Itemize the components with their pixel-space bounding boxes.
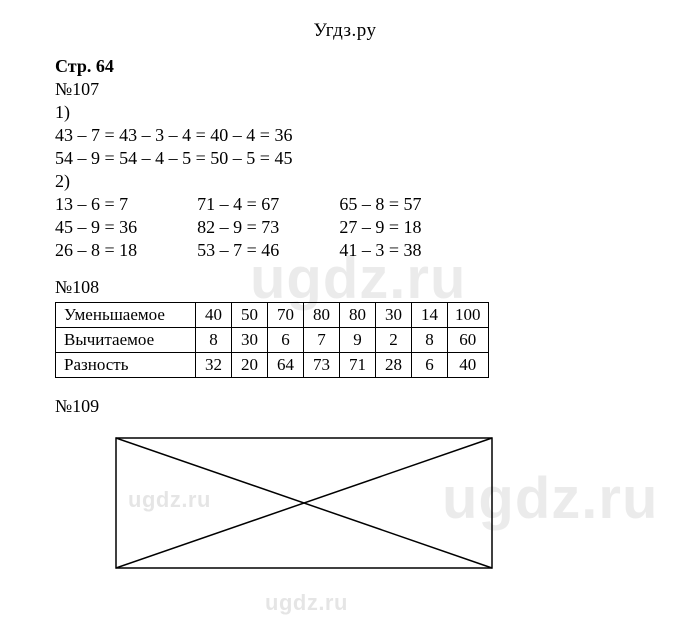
row-label: Разность	[56, 353, 196, 378]
table-cell: 9	[340, 328, 376, 353]
table-cell: 80	[304, 303, 340, 328]
row-label: Уменьшаемое	[56, 303, 196, 328]
table-cell: 40	[196, 303, 232, 328]
row-label: Вычитаемое	[56, 328, 196, 353]
table-cell: 50	[232, 303, 268, 328]
equation-line: 41 – 3 = 38	[339, 240, 421, 261]
table-row: Уменьшаемое 40 50 70 80 80 30 14 100	[56, 303, 489, 328]
table-cell: 2	[376, 328, 412, 353]
table-cell: 8	[412, 328, 448, 353]
equation-line: 71 – 4 = 67	[197, 194, 279, 215]
watermark: ugdz.ru	[265, 590, 348, 616]
problem-107-number: №107	[55, 79, 635, 100]
equation-line: 26 – 8 = 18	[55, 240, 137, 261]
problem-108-number: №108	[55, 277, 635, 298]
problem-107-part1-label: 1)	[55, 102, 635, 123]
table-cell: 6	[268, 328, 304, 353]
equation-line: 54 – 9 = 54 – 4 – 5 = 50 – 5 = 45	[55, 148, 635, 169]
problem-109-number: №109	[55, 396, 635, 417]
table-cell: 30	[376, 303, 412, 328]
equation-line: 82 – 9 = 73	[197, 217, 279, 238]
equation-line: 43 – 7 = 43 – 3 – 4 = 40 – 4 = 36	[55, 125, 635, 146]
problem-109-figure	[115, 437, 493, 569]
table-cell: 40	[448, 353, 489, 378]
equation-line: 65 – 8 = 57	[339, 194, 421, 215]
table-cell: 7	[304, 328, 340, 353]
equation-line: 53 – 7 = 46	[197, 240, 279, 261]
site-header: Угдз.ру	[55, 20, 635, 42]
table-cell: 80	[340, 303, 376, 328]
page-label: Стр. 64	[55, 56, 635, 77]
equation-line: 45 – 9 = 36	[55, 217, 137, 238]
table-cell: 100	[448, 303, 489, 328]
table-cell: 8	[196, 328, 232, 353]
rectangle-with-diagonals-icon	[115, 437, 493, 569]
table-cell: 14	[412, 303, 448, 328]
problem-108-table: Уменьшаемое 40 50 70 80 80 30 14 100 Выч…	[55, 302, 489, 378]
problem-107-part2-grid: 13 – 6 = 7 45 – 9 = 36 26 – 8 = 18 71 – …	[55, 194, 635, 263]
equation-line: 27 – 9 = 18	[339, 217, 421, 238]
equation-line: 13 – 6 = 7	[55, 194, 137, 215]
problem-107-part2-label: 2)	[55, 171, 635, 192]
table-cell: 73	[304, 353, 340, 378]
table-cell: 71	[340, 353, 376, 378]
table-cell: 60	[448, 328, 489, 353]
table-cell: 20	[232, 353, 268, 378]
table-cell: 30	[232, 328, 268, 353]
table-cell: 32	[196, 353, 232, 378]
table-cell: 70	[268, 303, 304, 328]
table-row: Разность 32 20 64 73 71 28 6 40	[56, 353, 489, 378]
table-cell: 6	[412, 353, 448, 378]
table-cell: 64	[268, 353, 304, 378]
table-cell: 28	[376, 353, 412, 378]
table-row: Вычитаемое 8 30 6 7 9 2 8 60	[56, 328, 489, 353]
